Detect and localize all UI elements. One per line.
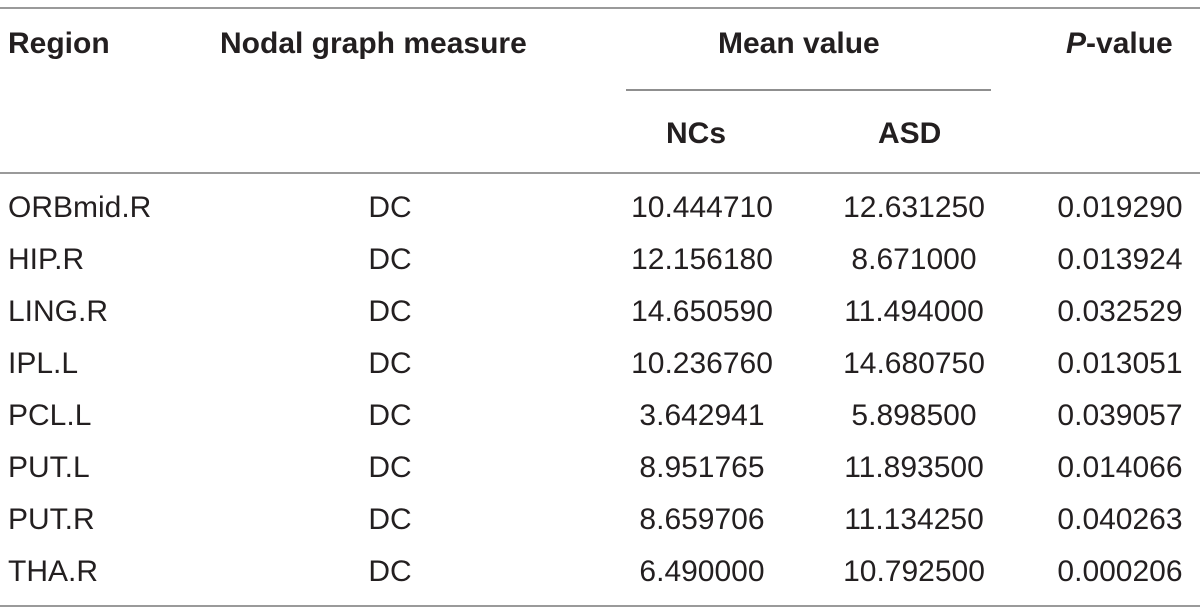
cell-measure: DC xyxy=(368,503,412,536)
cell-ncs: 12.156180 xyxy=(631,243,773,276)
cell-region: IPL.L xyxy=(8,347,79,380)
cell-measure: DC xyxy=(368,191,412,224)
cell-p-value: 0.000206 xyxy=(1057,555,1183,588)
table-bottom-rule xyxy=(0,605,1200,607)
cell-measure: DC xyxy=(368,243,412,276)
cell-measure: DC xyxy=(368,347,412,380)
header-asd: ASD xyxy=(878,117,942,150)
cell-p-value: 0.013924 xyxy=(1057,243,1183,276)
cell-ncs: 10.444710 xyxy=(631,191,773,224)
table-top-rule xyxy=(0,7,1200,9)
cell-asd: 12.631250 xyxy=(843,191,985,224)
cell-asd: 11.893500 xyxy=(844,451,984,484)
cell-asd: 8.671000 xyxy=(851,243,977,276)
cell-ncs: 10.236760 xyxy=(631,347,773,380)
cell-asd: 10.792500 xyxy=(843,555,985,588)
cell-p-value: 0.013051 xyxy=(1057,347,1183,380)
mean-value-subrule xyxy=(626,89,991,91)
header-p-value: P-value xyxy=(1066,26,1173,62)
cell-region: HIP.R xyxy=(8,243,85,276)
header-ncs: NCs xyxy=(666,117,727,150)
table-row: LING.R DC 14.650590 11.494000 0.032529 xyxy=(0,286,1200,338)
table-row: PUT.L DC 8.951765 11.893500 0.014066 xyxy=(0,442,1200,494)
cell-ncs: 8.659706 xyxy=(639,503,765,536)
cell-ncs: 6.490000 xyxy=(639,555,765,588)
cell-region: PCL.L xyxy=(8,399,92,432)
cell-measure: DC xyxy=(368,295,412,328)
table-header-rule xyxy=(0,172,1200,174)
cell-ncs: 8.951765 xyxy=(639,451,765,484)
table-row: PUT.R DC 8.659706 11.134250 0.040263 xyxy=(0,494,1200,546)
cell-p-value: 0.014066 xyxy=(1057,451,1183,484)
cell-p-value: 0.032529 xyxy=(1057,295,1183,328)
header-nodal-graph-measure: Nodal graph measure xyxy=(220,27,527,60)
table-row: ORBmid.R DC 10.444710 12.631250 0.019290 xyxy=(0,182,1200,234)
header-mean-value: Mean value xyxy=(718,27,880,60)
cell-asd: 14.680750 xyxy=(843,347,985,380)
cell-p-value: 0.039057 xyxy=(1057,399,1183,432)
cell-asd: 11.134250 xyxy=(844,503,984,536)
cell-asd: 5.898500 xyxy=(851,399,977,432)
header-region: Region xyxy=(8,27,110,60)
cell-asd: 11.494000 xyxy=(844,295,984,328)
cell-region: PUT.L xyxy=(8,451,90,484)
cell-measure: DC xyxy=(368,555,412,588)
cell-ncs: 3.642941 xyxy=(639,399,765,432)
table-row: IPL.L DC 10.236760 14.680750 0.013051 xyxy=(0,338,1200,390)
header-p-value-letter: P xyxy=(1066,27,1087,60)
cell-region: LING.R xyxy=(8,295,109,328)
cell-p-value: 0.040263 xyxy=(1057,503,1183,536)
cell-region: ORBmid.R xyxy=(8,191,152,224)
table-row: HIP.R DC 12.156180 8.671000 0.013924 xyxy=(0,234,1200,286)
table-row: THA.R DC 6.490000 10.792500 0.000206 xyxy=(0,546,1200,598)
cell-region: THA.R xyxy=(8,555,98,588)
header-p-value-suffix: -value xyxy=(1086,27,1173,60)
cell-p-value: 0.019290 xyxy=(1057,191,1183,224)
table-row: PCL.L DC 3.642941 5.898500 0.039057 xyxy=(0,390,1200,442)
cell-measure: DC xyxy=(368,451,412,484)
cell-ncs: 14.650590 xyxy=(631,295,773,328)
cell-measure: DC xyxy=(368,399,412,432)
cell-region: PUT.R xyxy=(8,503,95,536)
